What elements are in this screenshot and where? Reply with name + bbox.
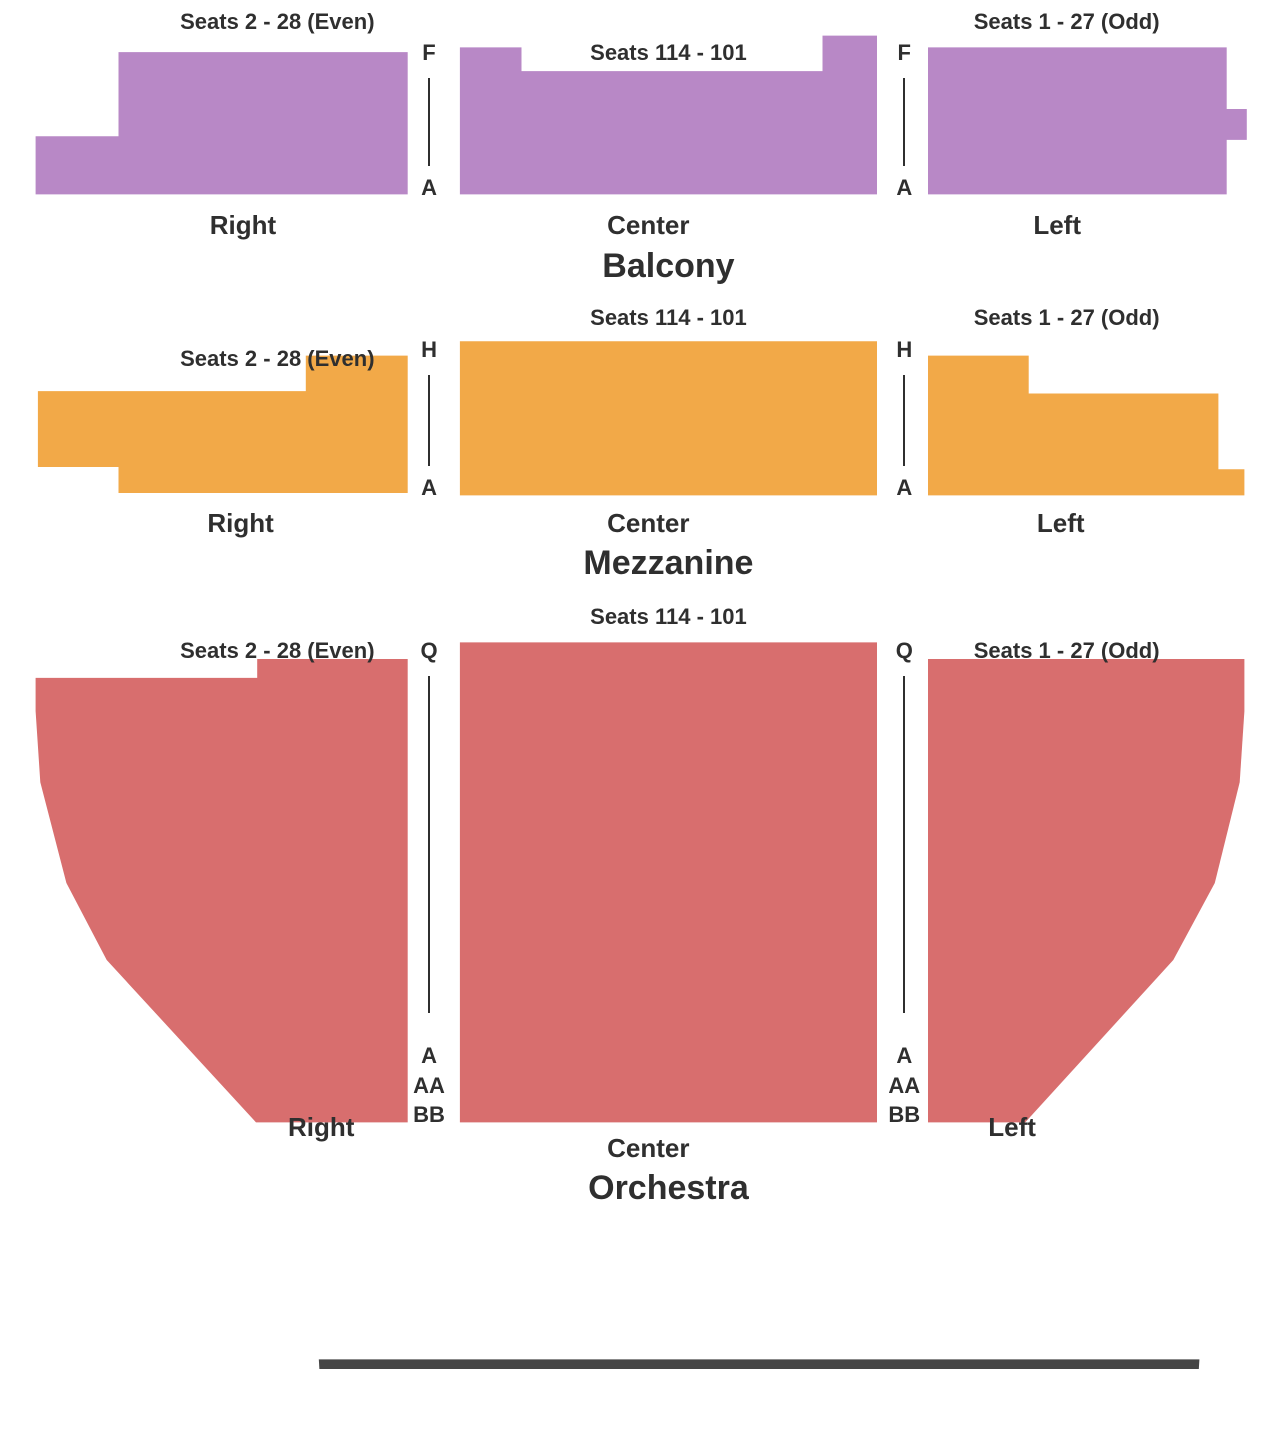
row-guide-line [903,375,905,466]
orchestra-right-aisle-row-A: A [896,1043,912,1069]
mezzanine-right-name-label: Right [207,508,273,539]
row-guide-line [903,676,905,1014]
row-guide-line [903,78,905,166]
seating-chart: Seats 2 - 28 (Even) Right Seats 114 - 101 C… [0,0,1280,1369]
orchestra-right-section[interactable] [36,659,408,1122]
mezzanine-center-name-label: Center [607,508,689,539]
balcony-title: Balcony [602,247,734,286]
orchestra-left-aisle-top-row: Q [420,638,437,664]
stage-block[interactable] [319,1359,1200,1369]
balcony-right-seats-label: Seats 2 - 28 (Even) [180,9,374,35]
orchestra-title: Orchestra [588,1169,749,1208]
balcony-left-name-label: Left [1033,210,1081,241]
balcony-center-seats-label: Seats 114 - 101 [590,40,747,66]
mezzanine-right-section[interactable] [38,356,408,493]
mezzanine-center-section[interactable] [460,341,877,495]
mezzanine-left-name-label: Left [1037,508,1085,539]
balcony-right-section[interactable] [36,52,408,194]
row-guide-line [428,676,430,1014]
mezzanine-right-aisle-top-row: H [896,337,912,363]
mezzanine-left-aisle-top-row: H [421,337,437,363]
row-guide-line [428,375,430,466]
mezzanine-right-aisle-bottom-row: A [896,475,912,501]
orchestra-left-name-label: Left [988,1112,1036,1143]
mezzanine-left-section[interactable] [928,356,1244,496]
orchestra-center-section[interactable] [460,642,877,1122]
orchestra-left-aisle-row-AA: AA [413,1073,445,1099]
mezzanine-left-seats-label: Seats 1 - 27 (Odd) [974,305,1160,331]
balcony-center-name-label: Center [607,210,689,241]
orchestra-right-aisle-row-AA: AA [888,1073,920,1099]
orchestra-right-aisle-row-BB: BB [888,1102,920,1128]
mezzanine-title: Mezzanine [583,544,753,583]
balcony-right-aisle-bottom-row: A [896,175,912,201]
balcony-left-aisle-bottom-row: A [421,175,437,201]
orchestra-right-name-label: Right [288,1112,354,1143]
balcony-left-seats-label: Seats 1 - 27 (Odd) [974,9,1160,35]
balcony-right-name-label: Right [210,210,276,241]
balcony-left-aisle-top-row: F [422,40,435,66]
orchestra-center-seats-label: Seats 114 - 101 [590,604,747,630]
stage-label: Stage [575,1384,706,1439]
row-guide-line [428,78,430,166]
orchestra-left-seats-label: Seats 1 - 27 (Odd) [974,638,1160,664]
orchestra-right-aisle-top-row: Q [896,638,913,664]
mezzanine-right-seats-label: Seats 2 - 28 (Even) [180,346,374,372]
mezzanine-left-aisle-bottom-row: A [421,475,437,501]
balcony-left-section[interactable] [928,47,1247,194]
mezzanine-center-seats-label: Seats 114 - 101 [590,305,747,331]
orchestra-right-seats-label: Seats 2 - 28 (Even) [180,638,374,664]
orchestra-left-aisle-row-A: A [421,1043,437,1069]
orchestra-center-name-label: Center [607,1133,689,1164]
orchestra-left-section[interactable] [928,659,1244,1122]
orchestra-left-aisle-row-BB: BB [413,1102,445,1128]
balcony-right-aisle-top-row: F [898,40,911,66]
